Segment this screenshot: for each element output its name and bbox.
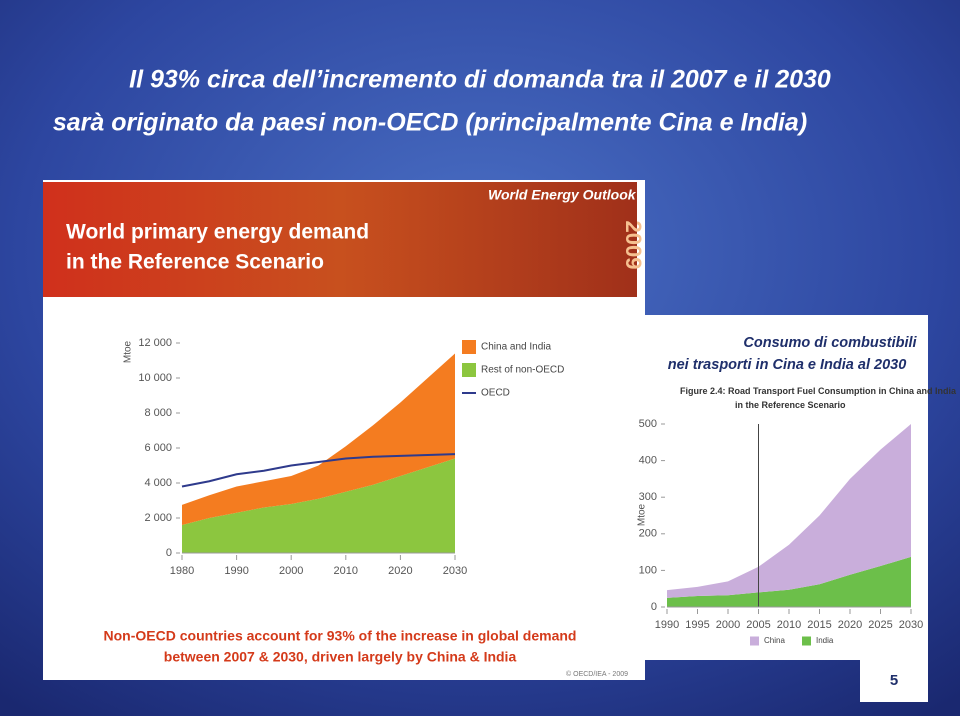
page-number: 5 <box>890 672 898 689</box>
caption-line: nei trasporti in Cina e India al 2030 <box>668 357 907 373</box>
legend-label: Rest of non-OECD <box>481 365 564 376</box>
area <box>667 424 911 598</box>
y-tick-label: 2 000 <box>144 512 172 524</box>
x-tick-label: 2010 <box>777 619 801 631</box>
legend-swatch <box>750 636 759 646</box>
y-tick-label: 0 <box>166 547 172 559</box>
area <box>182 458 455 553</box>
area <box>667 556 911 607</box>
area <box>182 353 455 525</box>
x-tick-label: 2005 <box>746 619 770 631</box>
y-axis-label: Mtoe <box>637 503 648 526</box>
y-tick-label: 100 <box>639 564 657 576</box>
y-tick-label: 6 000 <box>144 442 172 454</box>
y-tick-label: 12 000 <box>138 337 172 349</box>
line <box>181 453 456 488</box>
y-tick-label: 400 <box>639 455 657 467</box>
footer-line: Non-OECD countries account for 93% of th… <box>104 628 577 644</box>
y-tick-label: 8 000 <box>144 407 172 419</box>
x-tick-label: 2030 <box>899 619 923 631</box>
y-tick-label: 4 000 <box>144 477 172 489</box>
legend-label: OECD <box>481 388 510 399</box>
x-tick-label: 2000 <box>279 565 303 577</box>
legend-swatch <box>802 636 811 646</box>
banner-heading: World primary energy demand <box>66 221 369 244</box>
title-line: sarà originato da paesi non-OECD (princi… <box>53 109 807 137</box>
legend-label: India <box>816 636 834 645</box>
x-tick-label: 2000 <box>716 619 740 631</box>
x-tick-label: 2030 <box>443 565 467 577</box>
y-tick-label: 300 <box>639 491 657 503</box>
banner-brand: World Energy Outlook <box>488 187 637 203</box>
banner-heading: in the Reference Scenario <box>66 251 324 274</box>
title-line: Il 93% circa dell’incremento di domanda … <box>129 66 831 94</box>
x-tick-label: 2020 <box>388 565 412 577</box>
x-tick-label: 2010 <box>334 565 358 577</box>
x-tick-label: 2020 <box>838 619 862 631</box>
page-number-box <box>860 660 928 702</box>
caption-line: Consumo di combustibili <box>743 335 917 351</box>
y-tick-label: 0 <box>651 601 657 613</box>
legend-swatch <box>462 340 476 354</box>
banner <box>43 182 637 297</box>
x-tick-label: 2015 <box>807 619 831 631</box>
x-tick-label: 1980 <box>170 565 194 577</box>
legend-label: China <box>764 636 785 645</box>
y-tick-label: 10 000 <box>138 372 172 384</box>
legend-label: China and India <box>481 342 551 353</box>
y-axis-label: Mtoe <box>123 340 134 363</box>
y-tick-label: 200 <box>639 528 657 540</box>
x-tick-label: 1990 <box>224 565 248 577</box>
x-tick-label: 1995 <box>685 619 709 631</box>
chart-title: Figure 2.4: Road Transport Fuel Consumpt… <box>680 386 957 410</box>
x-tick-label: 2025 <box>868 619 892 631</box>
banner-edition: 2009 <box>621 221 646 270</box>
x-tick-label: 1990 <box>655 619 679 631</box>
legend-swatch <box>462 363 476 377</box>
footer-line: between 2007 & 2030, driven largely by C… <box>164 649 517 665</box>
copyright: © OECD/IEA - 2009 <box>566 670 628 678</box>
y-tick-label: 500 <box>639 418 657 430</box>
